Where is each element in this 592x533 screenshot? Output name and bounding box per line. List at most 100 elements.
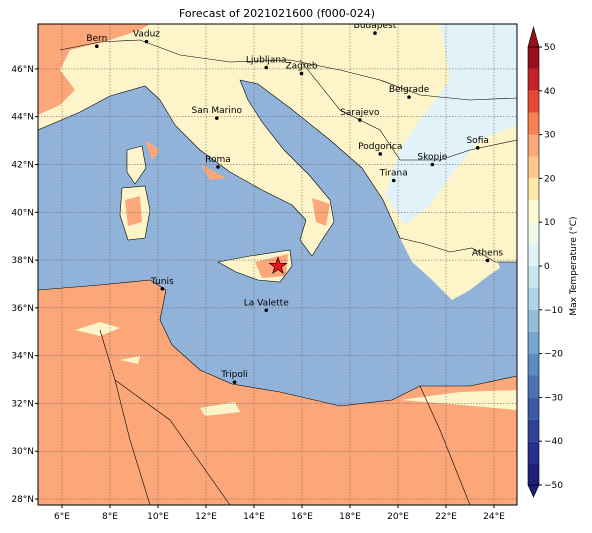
colorbar-tick-label: 40	[544, 87, 556, 97]
colorbar-bin	[528, 266, 539, 288]
city-label: Sofia	[466, 136, 488, 146]
city-label: Sarajevo	[340, 108, 380, 118]
colorbar-tick-label: −20	[544, 350, 563, 360]
colorbar-bin	[528, 134, 539, 157]
city-label: Skopje	[417, 153, 447, 163]
colorbar-label: Max Temperature (°C)	[569, 216, 579, 315]
cold-region	[385, 24, 517, 225]
colorbar-bin	[528, 68, 539, 91]
colorbar-bin	[528, 419, 539, 442]
title: Forecast of 2021021600 (f000-024)	[179, 7, 375, 20]
city-label: Belgrade	[389, 85, 430, 95]
colorbar-bin	[528, 156, 539, 179]
colorbar-extend	[527, 25, 540, 48]
x-tick-label: 20°E	[387, 512, 409, 522]
city-dot	[215, 116, 219, 120]
y-tick-label: 34°N	[11, 352, 34, 362]
city-dot	[485, 258, 490, 263]
y-tick-label: 46°N	[11, 65, 34, 75]
city-dot	[407, 95, 411, 99]
city-label: Bern	[86, 34, 107, 44]
city-dot	[373, 31, 377, 35]
warm-region	[38, 24, 150, 115]
colorbar-bin	[528, 244, 539, 266]
city-label: Podgorica	[358, 142, 402, 152]
colorbar-tick-label: 10	[544, 218, 556, 228]
city-label: Ljubljana	[246, 55, 287, 65]
colorbar-bin	[528, 222, 539, 245]
city-label: Zagreb	[285, 61, 317, 71]
y-tick-label: 40°N	[11, 208, 34, 218]
x-tick-label: 22°E	[435, 512, 457, 522]
x-tick-label: 24°E	[483, 512, 505, 522]
city-label: Budapest	[354, 21, 397, 31]
colorbar-tick-label: −30	[544, 393, 563, 403]
colorbar-tick-label: −10	[544, 306, 563, 316]
city-dot	[216, 165, 220, 169]
colorbar-bin	[528, 287, 539, 310]
x-tick-label: 16°E	[291, 512, 313, 522]
colorbar-tick-label: 20	[544, 174, 556, 184]
star-marker	[268, 256, 288, 275]
y-tick-label: 42°N	[11, 161, 34, 171]
y-tick-label: 36°N	[11, 304, 34, 314]
warm-region	[125, 196, 142, 226]
colorbar-tick-label: 30	[544, 131, 556, 141]
city-label: Athens	[472, 249, 503, 259]
city-dot	[232, 380, 237, 384]
colorbar-bin	[528, 90, 539, 113]
colorbar-bin	[528, 178, 539, 201]
coastline	[38, 39, 517, 505]
city-label: Vaduz	[133, 30, 160, 40]
colorbar-tick-label: 0	[544, 262, 550, 272]
colorbar-bin	[528, 463, 539, 485]
colorbar-tick-label: 50	[544, 43, 556, 53]
city-dot	[378, 152, 383, 156]
x-tick-label: 18°E	[339, 512, 361, 522]
city-label: Tripoli	[220, 370, 248, 380]
colorbar-bin	[528, 200, 539, 223]
colorbar-bin	[528, 397, 539, 420]
y-tick-label: 28°N	[11, 495, 34, 505]
colorbar-bin	[528, 375, 539, 398]
city-dot	[391, 178, 396, 183]
city-label: La Valette	[244, 298, 289, 308]
city-dot	[95, 44, 99, 49]
city-dot	[264, 308, 269, 313]
x-tick-label: 6°E	[54, 512, 70, 522]
colorbar-extend	[527, 484, 540, 498]
colorbar-bin	[528, 331, 539, 354]
city-label: Tirana	[379, 169, 408, 179]
city-dot	[264, 65, 269, 70]
graticule	[38, 24, 517, 505]
colorbar-tick-label: −50	[544, 481, 563, 491]
city-dot	[430, 162, 435, 167]
x-tick-label: 8°E	[102, 512, 118, 522]
map-frame	[37, 23, 518, 506]
y-tick-label: 38°N	[11, 256, 34, 266]
city-dot	[299, 71, 304, 76]
y-tick-label: 30°N	[11, 447, 34, 457]
city-dot	[475, 145, 480, 150]
colorbar-bin	[528, 47, 539, 69]
greece	[400, 238, 500, 300]
city-label: Tunis	[150, 277, 174, 287]
colorbar-bin	[528, 309, 539, 332]
city-label: Roma	[205, 155, 231, 165]
colorbar-bin	[528, 353, 539, 376]
city-dot	[144, 39, 149, 44]
x-tick-label: 14°E	[243, 512, 265, 522]
city-label: San Marino	[192, 106, 243, 116]
colorbar: −50 −40 −30 −20 −10 0 10 20 30 40 50 Max Temperatur…	[527, 25, 579, 498]
colorbar-bin	[528, 112, 539, 135]
city-dot	[160, 286, 165, 291]
y-tick-label: 32°N	[11, 399, 34, 409]
colorbar-bin	[528, 441, 539, 464]
x-tick-label: 12°E	[195, 512, 217, 522]
y-tick-label: 44°N	[11, 113, 34, 123]
x-tick-label: 10°E	[147, 512, 169, 522]
